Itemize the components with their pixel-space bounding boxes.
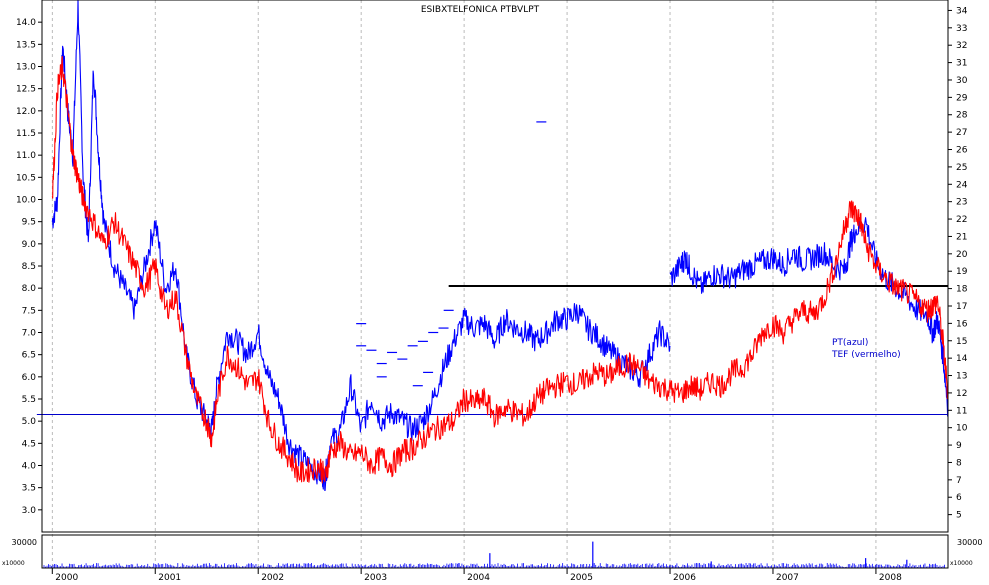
y-tick-label-right: 21 (956, 232, 967, 242)
y-tick-label-right: 30 (956, 76, 968, 86)
y-tick-label-left: 10.0 (16, 196, 36, 206)
y-tick-label-left: 3.5 (22, 484, 36, 494)
y-tick-label-right: 19 (956, 267, 968, 277)
y-tick-label-left: 9.5 (22, 218, 36, 228)
y-tick-label-left: 5.0 (22, 417, 37, 427)
y-tick-label-left: 4.0 (22, 462, 37, 472)
y-tick-label-right: 14 (956, 354, 968, 364)
y-tick-label-left: 8.5 (22, 262, 36, 272)
y-tick-label-right: 18 (956, 285, 968, 295)
y-tick-label-right: 17 (956, 302, 967, 312)
y-tick-label-right: 32 (956, 41, 967, 51)
y-tick-label-right: 31 (956, 59, 967, 69)
y-tick-label-right: 7 (956, 476, 962, 486)
series-line-pt (669, 216, 949, 417)
y-tick-label-left: 12.5 (16, 85, 36, 95)
y-tick-label-left: 9.0 (22, 240, 37, 250)
y-tick-label-right: 16 (956, 319, 968, 329)
y-tick-label-right: 9 (956, 441, 962, 451)
y-tick-label-right: 29 (956, 93, 968, 103)
y-tick-label-right: 10 (956, 424, 968, 434)
y-tick-label-right: 27 (956, 128, 967, 138)
plot-frame (41, 0, 949, 533)
x-tick-label: 2001 (158, 573, 181, 581)
y-tick-label-left: 7.0 (22, 329, 37, 339)
reference-lines (36, 284, 948, 416)
volume-right-scale: x10000 (950, 560, 973, 567)
y-tick-label-left: 3.0 (22, 506, 37, 516)
legend-tef: TEF (vermelho) (831, 350, 901, 360)
x-tick-label: 2002 (261, 573, 284, 581)
y-tick-label-right: 11 (956, 406, 967, 416)
legend-pt: PT(azul) (832, 338, 868, 348)
y-tick-label-right: 13 (956, 372, 967, 382)
series-line-pt (51, 0, 671, 492)
volume-panel (43, 541, 945, 568)
series-line-tef (51, 56, 949, 484)
y-tick-label-right: 12 (956, 389, 967, 399)
y-tick-label-left: 8.0 (22, 284, 37, 294)
y-tick-label-right: 33 (956, 24, 967, 34)
volume-left-label: 30000 (12, 538, 37, 547)
y-tick-label-right: 8 (956, 458, 962, 468)
y-tick-label-right: 34 (956, 6, 968, 16)
y-tick-label-right: 28 (956, 111, 968, 121)
y-tick-label-left: 13.0 (16, 63, 36, 73)
y-tick-label-right: 25 (956, 163, 967, 173)
volume-frame (41, 534, 949, 569)
y-tick-label-right: 22 (956, 215, 967, 225)
y-tick-label-right: 24 (956, 180, 968, 190)
x-tick-label: 2006 (673, 573, 696, 581)
y-tick-label-left: 13.5 (16, 40, 36, 50)
x-tick-label: 2004 (467, 573, 490, 581)
y-tick-label-right: 20 (956, 250, 968, 260)
y-tick-label-left: 6.5 (22, 351, 36, 361)
gridlines (51, 0, 877, 568)
y-tick-label-left: 11.0 (16, 151, 36, 161)
x-tick-label: 2003 (364, 573, 387, 581)
scatter-marks (356, 121, 547, 387)
y-tick-label-left: 6.0 (22, 373, 37, 383)
y-tick-label-right: 6 (956, 493, 962, 503)
y-tick-label-right: 15 (956, 337, 967, 347)
x-tick-label: 2000 (55, 573, 78, 581)
y-tick-label-left: 10.5 (16, 173, 36, 183)
y-tick-label-left: 7.5 (22, 306, 36, 316)
y-tick-label-right: 23 (956, 198, 967, 208)
y-tick-label-left: 4.5 (22, 439, 36, 449)
x-tick-label: 2005 (570, 573, 593, 581)
x-tick-label: 2007 (776, 573, 799, 581)
axes: 2000 2001 2002 2003 2004 2005 2006 2007 2008 3.0 3… (16, 0, 968, 583)
chart-title: ESIBXTELFONICA PTBVLPT (421, 5, 540, 15)
y-tick-label-left: 11.5 (16, 129, 36, 139)
volume-left-scale: x10000 (2, 560, 25, 567)
y-tick-label-left: 12.0 (16, 107, 36, 117)
volume-right-label: 30000 (957, 538, 982, 547)
y-tick-label-left: 14.0 (16, 18, 36, 28)
y-tick-label-left: 5.5 (22, 395, 36, 405)
series-group (51, 0, 949, 492)
x-tick-label: 2008 (879, 573, 902, 581)
y-tick-label-right: 26 (956, 146, 968, 156)
y-tick-label-right: 5 (956, 511, 962, 521)
